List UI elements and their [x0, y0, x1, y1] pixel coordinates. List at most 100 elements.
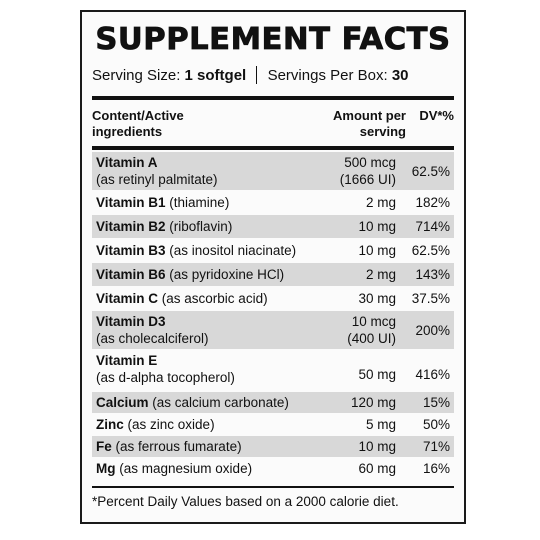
daily-value: 37.5% — [411, 291, 450, 306]
table-row: Vitamin C (as ascorbic acid) 30 mg 37.5% — [92, 287, 454, 310]
amount-value: 500 mcg — [344, 155, 396, 170]
amount-value-alt: (400 UI) — [347, 331, 396, 346]
ingredient-title: Vitamin C — [96, 291, 159, 306]
daily-value: 416% — [415, 367, 450, 382]
daily-value: 714% — [415, 219, 450, 234]
amount-value: 10 mg — [358, 243, 396, 258]
serving-separator — [256, 66, 258, 84]
header-amount-line1: Amount per — [333, 108, 406, 123]
table-row: Vitamin D3 (as cholecalciferol) 10 mcg (400… — [92, 311, 454, 349]
nutrient-table: Vitamin A (as retinyl palmitate) 500 mcg (1… — [92, 152, 454, 479]
ingredient-detail: (as d-alpha tocopherol) — [96, 370, 235, 385]
ingredient-title: Vitamin B6 — [96, 267, 166, 282]
servings-per-box-label: Servings Per Box: — [267, 67, 388, 84]
serving-size-label: Serving Size: — [92, 67, 181, 84]
ingredient-title: Fe — [96, 439, 112, 454]
header-amount-line2: serving — [359, 124, 406, 139]
ingredient-detail: (as pyridoxine HCl) — [169, 267, 285, 282]
ingredient-title: Zinc — [96, 417, 124, 432]
ingredient-detail: (riboflavin) — [169, 219, 233, 234]
amount-value: 5 mg — [365, 417, 396, 432]
daily-value: 182% — [415, 195, 450, 210]
ingredient-amount: 10 mg — [286, 218, 396, 235]
daily-value: 16% — [422, 461, 450, 476]
daily-value: 15% — [422, 395, 450, 410]
serving-size-value: 1 softgel — [184, 67, 247, 84]
ingredient-title: Vitamin B1 — [96, 195, 166, 210]
amount-value: 10 mg — [358, 219, 396, 234]
daily-value: 62.5% — [411, 163, 450, 179]
amount-value: 2 mg — [365, 195, 396, 210]
supplement-facts-panel: SUPPLEMENT FACTS Serving Size: 1 softgel… — [80, 10, 466, 524]
ingredient-amount: 10 mcg (400 UI) — [286, 313, 396, 347]
ingredient-title: Vitamin B2 — [96, 219, 166, 234]
ingredient-detail: (as ascorbic acid) — [161, 291, 268, 306]
ingredient-title: Calcium — [96, 395, 149, 410]
ingredient-name: Mg (as magnesium oxide) — [96, 460, 252, 477]
ingredient-amount: 120 mg — [286, 394, 396, 411]
ingredient-title: Vitamin A — [96, 155, 158, 170]
header-ingredients-line2: ingredients — [92, 124, 163, 139]
ingredient-name: Zinc (as zinc oxide) — [96, 416, 215, 433]
ingredient-amount: 60 mg — [286, 460, 396, 477]
amount-value: 60 mg — [358, 461, 396, 476]
ingredient-detail: (as magnesium oxide) — [119, 461, 253, 476]
ingredient-title: Vitamin D3 — [96, 314, 166, 329]
daily-value: 200% — [415, 322, 450, 338]
ingredient-name: Vitamin A (as retinyl palmitate) — [96, 154, 218, 188]
daily-value: 143% — [415, 267, 450, 282]
ingredient-amount: 30 mg — [286, 290, 396, 307]
daily-value: 71% — [422, 439, 450, 454]
ingredient-amount: 10 mg — [286, 242, 396, 259]
ingredient-name: Calcium (as calcium carbonate) — [96, 394, 289, 411]
ingredient-amount: 2 mg — [286, 266, 396, 283]
bottom-divider — [92, 486, 454, 488]
daily-value: 50% — [422, 417, 450, 432]
header-ingredients-line1: Content/Active — [92, 108, 184, 123]
ingredient-amount: 10 mg — [286, 438, 396, 455]
footnote: *Percent Daily Values based on a 2000 ca… — [92, 494, 399, 509]
table-row: Vitamin B6 (as pyridoxine HCl) 2 mg 143% — [92, 263, 454, 286]
table-row: Vitamin B1 (thiamine) 2 mg 182% — [92, 191, 454, 214]
header-dv: DV*% — [419, 108, 454, 123]
top-divider — [92, 96, 454, 100]
header-amount: Amount per serving — [282, 108, 406, 140]
table-row: Mg (as magnesium oxide) 60 mg 16% — [92, 458, 454, 479]
ingredient-name: Vitamin B3 (as inositol niacinate) — [96, 242, 296, 259]
servings-per-box-value: 30 — [391, 67, 409, 84]
table-row: Vitamin E (as d-alpha tocopherol) 50 mg 416… — [92, 350, 454, 391]
ingredient-name: Vitamin B2 (riboflavin) — [96, 218, 232, 235]
ingredient-detail: (as cholecalciferol) — [96, 331, 209, 346]
ingredient-detail: (as retinyl palmitate) — [96, 172, 218, 187]
table-row: Fe (as ferrous fumarate) 10 mg 71% — [92, 436, 454, 457]
amount-value: 50 mg — [358, 367, 396, 382]
table-row: Vitamin B2 (riboflavin) 10 mg 714% — [92, 215, 454, 238]
ingredient-amount: 5 mg — [286, 416, 396, 433]
ingredient-detail: (as inositol niacinate) — [169, 243, 297, 258]
table-row: Vitamin B3 (as inositol niacinate) 10 mg 6… — [92, 239, 454, 262]
daily-value: 62.5% — [411, 243, 450, 258]
ingredient-name: Vitamin E (as d-alpha tocopherol) — [96, 352, 235, 386]
header-ingredients: Content/Active ingredients — [92, 108, 184, 140]
table-row: Vitamin A (as retinyl palmitate) 500 mcg (1… — [92, 152, 454, 190]
ingredient-name: Vitamin C (as ascorbic acid) — [96, 290, 268, 307]
ingredient-name: Fe (as ferrous fumarate) — [96, 438, 242, 455]
ingredient-title: Vitamin B3 — [96, 243, 166, 258]
ingredient-name: Vitamin B6 (as pyridoxine HCl) — [96, 266, 284, 283]
ingredient-title: Vitamin E — [96, 353, 158, 368]
amount-value: 30 mg — [358, 291, 396, 306]
ingredient-amount: 2 mg — [286, 194, 396, 211]
amount-value: 2 mg — [365, 267, 396, 282]
table-row: Zinc (as zinc oxide) 5 mg 50% — [92, 414, 454, 435]
header-divider — [92, 146, 454, 150]
serving-info: Serving Size: 1 softgel Servings Per Box… — [92, 66, 454, 86]
ingredient-amount: 500 mcg (1666 UI) — [286, 154, 396, 188]
ingredient-amount: 50 mg — [286, 366, 396, 383]
ingredient-detail: (as calcium carbonate) — [152, 395, 289, 410]
amount-value: 10 mg — [358, 439, 396, 454]
ingredient-name: Vitamin D3 (as cholecalciferol) — [96, 313, 209, 347]
amount-value: 120 mg — [350, 395, 396, 410]
ingredient-detail: (as zinc oxide) — [127, 417, 215, 432]
amount-value: 10 mcg — [351, 314, 396, 329]
table-row: Calcium (as calcium carbonate) 120 mg 15% — [92, 392, 454, 413]
